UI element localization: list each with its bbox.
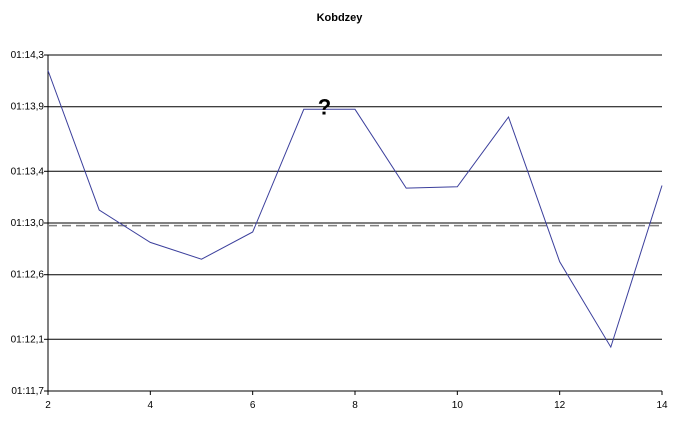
y-tick-label: 01:13,0 [11,218,45,229]
y-tick-label: 01:13,4 [11,166,45,177]
x-tick-label: 6 [250,400,256,411]
x-tick-labels: 2 4 6 8 10 12 14 [45,391,668,411]
annotation-question-mark: ? [318,94,331,119]
x-tick-label: 4 [148,400,154,411]
y-tick-label: 01:13,9 [11,102,45,113]
x-tick-label: 8 [352,400,358,411]
annotation-layer: ? [318,94,331,119]
x-tick-label: 12 [554,400,566,411]
x-tick-label: 10 [452,400,464,411]
gridlines [48,54,662,340]
y-tick-label: 01:14,3 [11,50,45,61]
series-layer [47,70,663,349]
y-tick-label: 01:12,1 [11,334,45,345]
y-tick-label: 01:12,6 [11,270,45,281]
x-tick-label: 2 [45,400,51,411]
y-tick-label: 01:11,7 [11,386,44,397]
x-tick-label: 14 [656,400,668,411]
series-line [47,70,663,349]
y-tick-labels: 01:11,7 01:12,1 01:12,6 01:13,0 01:13,4 01:13… [11,50,48,397]
chart-title: Kobdzey [316,12,363,24]
